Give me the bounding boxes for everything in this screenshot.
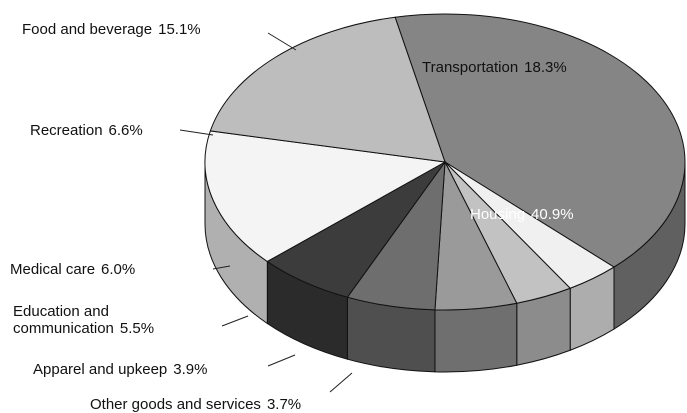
category-label: Medical care bbox=[10, 261, 96, 278]
value-label: 6.0% bbox=[101, 261, 136, 278]
category-label: Education and communication bbox=[13, 303, 114, 337]
leader-line bbox=[212, 265, 231, 270]
slice-label: Housing 40.9% bbox=[470, 206, 574, 223]
category-label: Other goods and services bbox=[90, 396, 261, 413]
slice-label: Education and communication 5.5% bbox=[13, 303, 178, 337]
slice-label: Transportation 18.3% bbox=[422, 59, 567, 76]
value-label: 3.9% bbox=[173, 361, 208, 378]
category-label: Transportation bbox=[422, 59, 519, 76]
slice-side bbox=[434, 302, 518, 373]
slice bbox=[204, 130, 447, 263]
leader-line bbox=[179, 129, 214, 136]
category-label: Apparel and upkeep bbox=[33, 361, 168, 378]
leader-line bbox=[267, 32, 297, 51]
leader-line bbox=[267, 354, 296, 367]
slice-label: Other goods and services 3.7% bbox=[90, 396, 301, 413]
slice-label: Apparel and upkeep 3.9% bbox=[33, 361, 207, 378]
slice-label: Recreation 6.6% bbox=[30, 122, 143, 139]
value-label: 18.3% bbox=[524, 59, 567, 76]
value-label: 6.6% bbox=[108, 122, 143, 139]
leader-line bbox=[329, 372, 353, 393]
slice-label: Food and beverage 15.1% bbox=[22, 21, 201, 38]
slice bbox=[394, 13, 686, 268]
slice-label: Medical care 6.0% bbox=[10, 261, 135, 278]
value-label: 3.7% bbox=[266, 396, 302, 413]
category-label: Housing bbox=[470, 206, 526, 223]
leader-line bbox=[221, 315, 249, 327]
value-label: 15.1% bbox=[158, 21, 201, 38]
category-label: Recreation bbox=[30, 122, 103, 139]
slice bbox=[209, 16, 446, 163]
value-label: 40.9% bbox=[531, 206, 574, 223]
value-label: 5.5% bbox=[119, 320, 155, 337]
category-label: Food and beverage bbox=[22, 21, 153, 38]
